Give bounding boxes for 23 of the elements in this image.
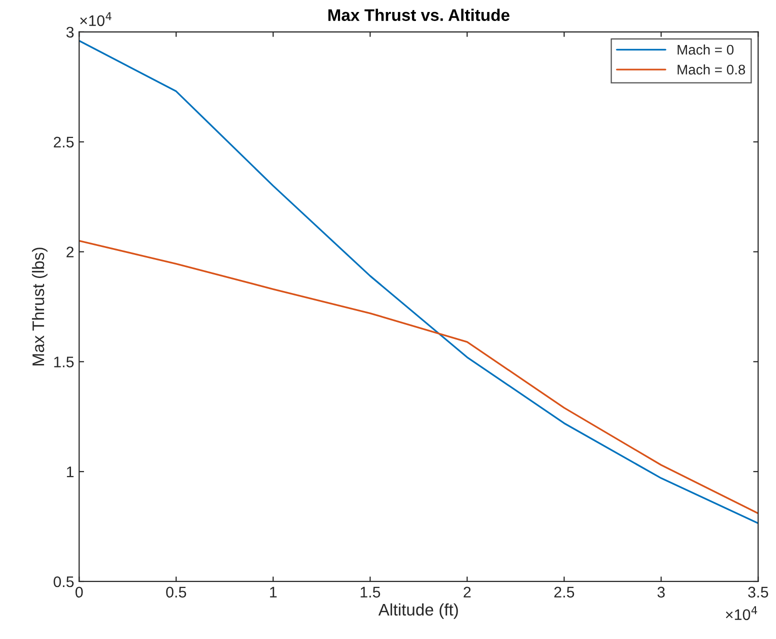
chart-title: Max Thrust vs. Altitude [328, 8, 510, 22]
legend-label: Mach = 0 [678, 44, 734, 55]
y-tick-label: 0.5 [54, 576, 74, 588]
x-tick-label: 3 [657, 586, 665, 598]
legend-label: Mach = 0.8 [678, 64, 746, 75]
x-tick-label: 0.5 [166, 586, 186, 598]
y-tick-label: 3 [66, 26, 74, 38]
y-tick-label: 1.5 [54, 356, 74, 368]
x-tick-label: 1.5 [360, 586, 380, 598]
text: ×10$^{4}$ [80, 12, 112, 26]
text: ×10$^{4}$ [726, 606, 758, 620]
y-tick-label: 2 [66, 246, 74, 258]
x-tick-label: 0 [76, 586, 83, 598]
line-series [79, 40, 758, 524]
y-axis-title: Max Thrust (lbs) [32, 248, 48, 366]
x-tick-label: 2.5 [554, 586, 574, 598]
x-tick-label: 2 [464, 586, 471, 598]
x-axis-title: Altitude (ft) [378, 603, 458, 619]
x-tick-label: 3.5 [748, 586, 768, 598]
y-tick-label: 2.5 [54, 136, 74, 148]
y-tick-label: 1 [66, 466, 74, 478]
x-tick-label: 1 [270, 586, 277, 598]
line-series [79, 240, 758, 514]
